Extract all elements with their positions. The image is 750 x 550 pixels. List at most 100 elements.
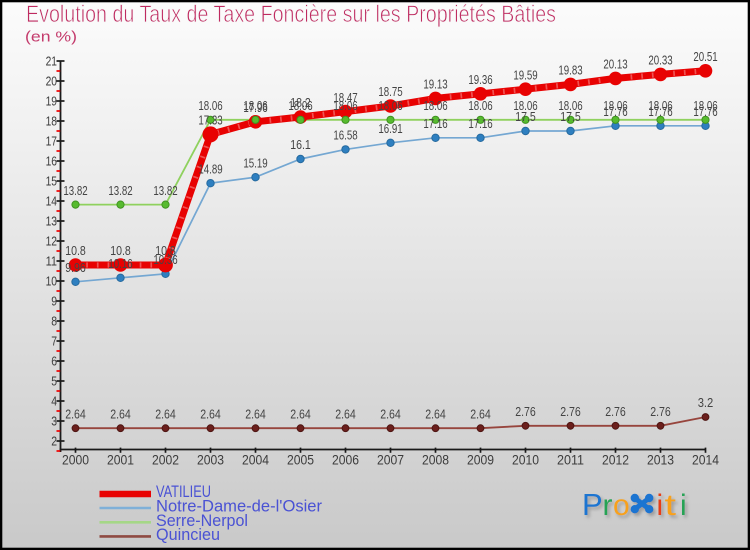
svg-text:3.2: 3.2 <box>698 395 714 410</box>
svg-text:10: 10 <box>46 274 57 289</box>
svg-text:2.64: 2.64 <box>245 406 266 421</box>
svg-text:13: 13 <box>46 214 57 229</box>
svg-text:13.82: 13.82 <box>153 183 177 198</box>
svg-text:17.76: 17.76 <box>603 104 627 119</box>
svg-text:18.06: 18.06 <box>558 98 582 113</box>
svg-text:i: i <box>680 489 687 522</box>
svg-text:11: 11 <box>46 254 57 269</box>
svg-text:2005: 2005 <box>287 453 314 468</box>
svg-text:15: 15 <box>46 174 57 189</box>
svg-text:9.96: 9.96 <box>65 260 86 275</box>
svg-text:2.76: 2.76 <box>605 404 626 419</box>
svg-text:17.16: 17.16 <box>423 116 447 131</box>
svg-text:4: 4 <box>51 394 57 409</box>
svg-text:18.2: 18.2 <box>290 95 311 110</box>
svg-text:18.06: 18.06 <box>198 98 222 113</box>
svg-text:20.33: 20.33 <box>648 53 672 68</box>
svg-text:18.75: 18.75 <box>378 84 402 99</box>
svg-text:2004: 2004 <box>242 453 269 468</box>
svg-text:2006: 2006 <box>332 453 359 468</box>
svg-text:(en %): (en %) <box>25 30 77 46</box>
svg-text:19.36: 19.36 <box>468 72 492 87</box>
svg-text:Serre-Nerpol: Serre-Nerpol <box>156 512 248 530</box>
svg-text:10.8: 10.8 <box>110 243 131 258</box>
svg-text:18.06: 18.06 <box>603 98 627 113</box>
svg-text:2.64: 2.64 <box>155 406 176 421</box>
svg-text:10.16: 10.16 <box>108 256 132 271</box>
svg-text:2002: 2002 <box>152 453 179 468</box>
svg-text:2.64: 2.64 <box>380 406 401 421</box>
svg-text:2.76: 2.76 <box>560 404 581 419</box>
svg-text:16: 16 <box>46 154 57 169</box>
svg-text:2000: 2000 <box>62 453 89 468</box>
svg-text:18.06: 18.06 <box>288 98 312 113</box>
svg-text:21: 21 <box>46 54 57 69</box>
svg-text:14: 14 <box>46 194 57 209</box>
svg-text:20.51: 20.51 <box>693 49 717 64</box>
svg-text:2007: 2007 <box>377 453 404 468</box>
svg-text:6: 6 <box>51 354 57 369</box>
svg-text:17.16: 17.16 <box>468 116 492 131</box>
svg-text:19.83: 19.83 <box>558 63 582 78</box>
svg-text:18.06: 18.06 <box>648 98 672 113</box>
svg-text:18.06: 18.06 <box>423 98 447 113</box>
svg-text:VATILIEU: VATILIEU <box>156 483 211 501</box>
svg-text:19.59: 19.59 <box>513 67 537 82</box>
svg-text:20.13: 20.13 <box>603 57 627 72</box>
svg-text:16.58: 16.58 <box>333 128 357 143</box>
svg-text:18.06: 18.06 <box>693 98 717 113</box>
svg-text:P: P <box>582 487 603 522</box>
svg-text:2.64: 2.64 <box>335 406 356 421</box>
svg-text:7: 7 <box>51 334 57 349</box>
svg-text:2.64: 2.64 <box>65 406 86 421</box>
svg-text:2.76: 2.76 <box>515 404 536 419</box>
svg-text:Notre-Dame-de-l'Osier: Notre-Dame-de-l'Osier <box>156 498 323 516</box>
svg-text:Evolution du Taux de Taxe Fonc: Evolution du Taux de Taxe Foncière sur l… <box>26 1 556 28</box>
svg-text:13.82: 13.82 <box>108 183 132 198</box>
svg-text:17.76: 17.76 <box>648 104 672 119</box>
svg-text:2.64: 2.64 <box>470 406 491 421</box>
svg-text:16.91: 16.91 <box>378 121 402 136</box>
svg-text:o: o <box>613 489 630 522</box>
svg-text:2013: 2013 <box>647 453 674 468</box>
svg-text:17: 17 <box>46 134 57 149</box>
svg-text:20: 20 <box>46 74 57 89</box>
svg-text:2014: 2014 <box>692 453 719 468</box>
svg-text:2009: 2009 <box>467 453 494 468</box>
svg-text:19.13: 19.13 <box>423 77 447 92</box>
svg-text:2.76: 2.76 <box>650 404 671 419</box>
svg-text:t: t <box>665 489 677 522</box>
svg-text:r: r <box>603 489 613 522</box>
svg-text:9: 9 <box>51 294 57 309</box>
svg-text:Quincieu: Quincieu <box>156 526 220 544</box>
svg-text:17.76: 17.76 <box>693 104 717 119</box>
svg-text:2: 2 <box>51 434 57 449</box>
svg-text:18.06: 18.06 <box>333 98 357 113</box>
svg-text:2012: 2012 <box>602 453 629 468</box>
svg-text:18.06: 18.06 <box>513 98 537 113</box>
svg-text:2.64: 2.64 <box>110 406 131 421</box>
svg-text:2.64: 2.64 <box>425 406 446 421</box>
svg-text:17.33: 17.33 <box>198 113 222 128</box>
svg-text:17.5: 17.5 <box>515 109 536 124</box>
svg-text:5: 5 <box>51 374 57 389</box>
svg-text:18.06: 18.06 <box>243 98 267 113</box>
svg-text:2003: 2003 <box>197 453 224 468</box>
svg-text:2001: 2001 <box>107 453 134 468</box>
svg-text:19: 19 <box>46 94 57 109</box>
svg-text:14.89: 14.89 <box>198 161 222 176</box>
svg-text:2.64: 2.64 <box>200 406 221 421</box>
svg-text:8: 8 <box>51 314 57 329</box>
svg-text:17.5: 17.5 <box>560 109 581 124</box>
svg-text:18: 18 <box>46 114 57 129</box>
svg-text:16.1: 16.1 <box>290 137 311 152</box>
svg-text:18.06: 18.06 <box>378 98 402 113</box>
svg-text:18.06: 18.06 <box>468 98 492 113</box>
svg-text:2.64: 2.64 <box>290 406 311 421</box>
svg-text:12: 12 <box>46 234 57 249</box>
svg-text:15.19: 15.19 <box>243 155 267 170</box>
svg-text:10.36: 10.36 <box>153 252 177 267</box>
svg-text:17.96: 17.96 <box>243 100 267 115</box>
svg-text:18.47: 18.47 <box>333 90 357 105</box>
svg-text:3: 3 <box>51 414 57 429</box>
